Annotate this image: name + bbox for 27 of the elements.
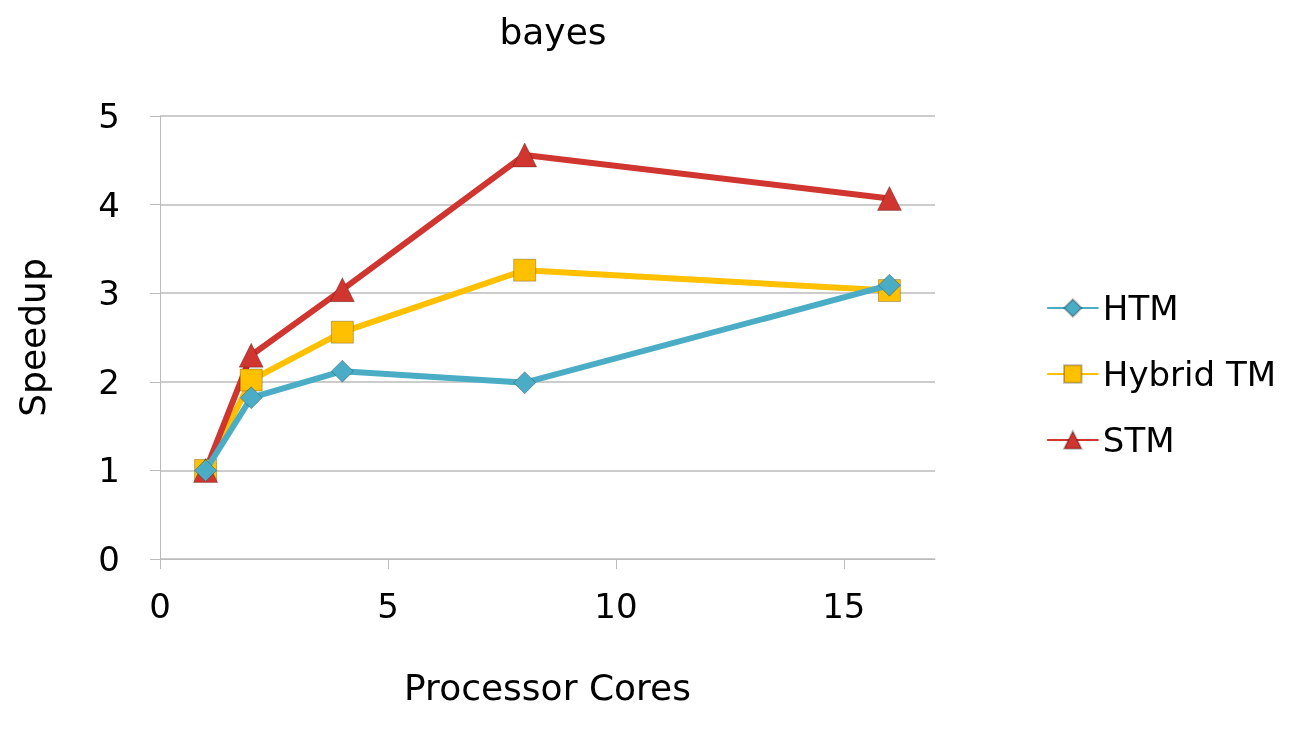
point	[877, 273, 901, 297]
y-tick-label: 5	[98, 96, 120, 136]
point	[513, 371, 537, 395]
x-tick-label: 0	[149, 586, 171, 626]
point	[330, 359, 354, 383]
point	[876, 185, 902, 211]
y-axis-title: Speedup	[11, 258, 53, 417]
y-tick-label: 1	[98, 450, 120, 491]
point	[512, 142, 538, 168]
chart-title: bayes	[499, 10, 607, 52]
y-tick-label: 4	[98, 184, 120, 225]
x-tick-label: 15	[822, 586, 866, 626]
point	[329, 277, 355, 303]
legend-label: STM	[1102, 420, 1175, 460]
point	[238, 342, 264, 368]
legend-label: HTM	[1102, 288, 1179, 328]
y-tick-label: 3	[98, 273, 120, 314]
x-tick-label: 10	[594, 586, 638, 626]
y-tick-label: 2	[98, 361, 120, 402]
point	[513, 258, 537, 282]
y-tick-label: 0	[98, 539, 120, 579]
x-axis-title: Processor Cores	[404, 666, 691, 708]
point	[330, 320, 354, 344]
point	[239, 368, 263, 392]
x-tick-label: 5	[377, 586, 399, 626]
legend-label: Hybrid TM	[1102, 354, 1276, 394]
point	[239, 386, 263, 410]
